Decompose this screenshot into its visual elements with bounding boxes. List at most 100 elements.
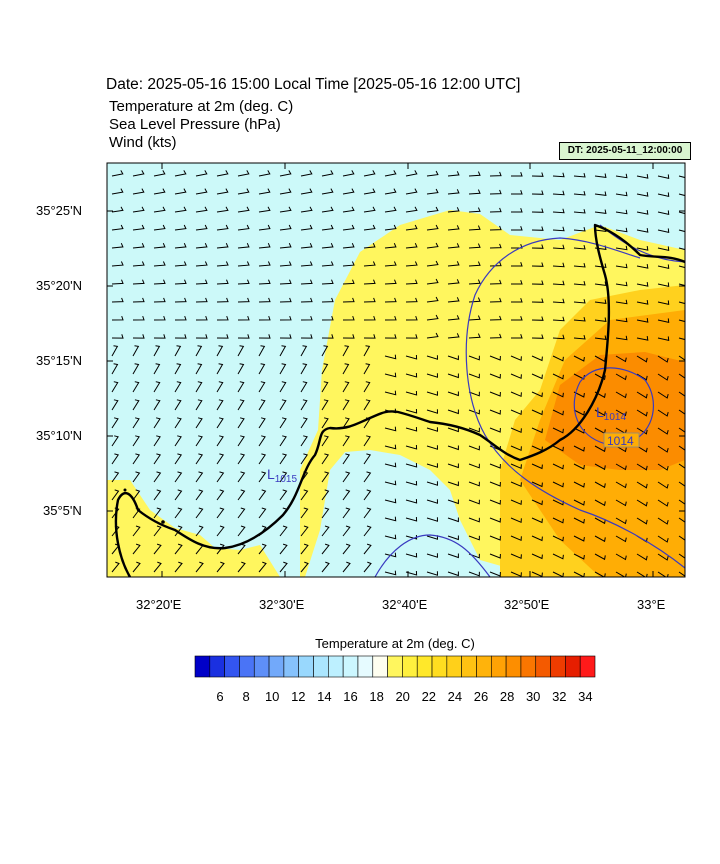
wind-barb [153, 453, 162, 465]
wind-barb [657, 517, 669, 525]
wind-barb [426, 170, 439, 177]
wind-barb [342, 188, 355, 195]
wind-barb [489, 373, 501, 379]
wind-barb [384, 552, 397, 558]
wind-barb [321, 417, 329, 429]
wind-barb [132, 417, 140, 429]
wind-barb [342, 334, 355, 339]
wind-barb [657, 391, 669, 399]
wind-barb [174, 334, 187, 339]
wind-barb [426, 571, 439, 576]
wind-barb [174, 188, 187, 195]
wind-barb [384, 206, 397, 213]
wind-barb [132, 297, 145, 303]
wind-barb [258, 279, 271, 285]
wind-barb [615, 481, 627, 489]
wind-barb [426, 373, 439, 378]
wind-barb [636, 373, 648, 381]
wind-barb [258, 543, 267, 555]
wind-barb [468, 463, 480, 469]
wind-barb [489, 225, 502, 231]
wind-barb [237, 489, 246, 501]
wind-barb [552, 481, 564, 488]
wind-barb [426, 188, 439, 195]
wind-barb [216, 417, 224, 429]
wind-barb [153, 243, 166, 249]
wind-barb [405, 462, 418, 468]
wind-barb [111, 261, 124, 267]
wind-barb [363, 297, 376, 303]
colorbar-swatch [416, 655, 433, 678]
colorbar-label: 18 [369, 689, 384, 704]
wind-barb [489, 315, 502, 321]
wind-barb [552, 391, 564, 398]
wind-barb [426, 427, 439, 432]
wind-barb [594, 173, 607, 178]
wind-barb [195, 471, 204, 483]
wind-barb [636, 355, 648, 363]
wind-barb [511, 226, 523, 231]
wind-barb [342, 243, 355, 249]
wind-barb [594, 517, 606, 525]
lon-label: 32°20'E [136, 597, 182, 612]
wind-barb [195, 561, 204, 573]
wind-barb [111, 489, 120, 501]
wind-barb [657, 535, 669, 543]
wind-barb [510, 535, 522, 542]
wind-barb [111, 224, 124, 231]
wind-barb [573, 463, 585, 470]
wind-barb [615, 445, 627, 453]
colorbar-swatch [194, 655, 211, 678]
colorbar-label: 34 [578, 689, 593, 704]
wind-barb [300, 435, 308, 447]
wind-barb [510, 571, 522, 577]
lon-ticks [161, 163, 654, 577]
colorbar-label: 10 [264, 689, 280, 704]
wind-barb [216, 471, 225, 483]
wind-barb [216, 334, 229, 339]
wind-barb [657, 246, 670, 252]
wind-barb [111, 399, 119, 411]
wind-barb [258, 489, 267, 501]
wind-barb [342, 525, 351, 537]
wind-barb [636, 391, 648, 399]
wind-barb [111, 453, 120, 465]
wind-barb [195, 453, 204, 465]
wind-barb [258, 471, 267, 483]
wind-barb [258, 261, 271, 267]
wind-barb [321, 345, 329, 357]
wind-barb [237, 561, 246, 573]
wind-barb [405, 570, 418, 576]
wind-barb [615, 209, 628, 215]
wind-barb [153, 261, 166, 267]
wind-barb [237, 453, 246, 465]
wind-barb [279, 363, 287, 375]
wind-barb [594, 299, 607, 304]
wind-barb [594, 553, 606, 561]
wind-barb [552, 553, 564, 560]
wind-barb [216, 363, 224, 375]
wind-barb [342, 315, 355, 321]
wind-barb [657, 228, 670, 234]
wind-barb [636, 318, 649, 323]
wind-barb [447, 355, 459, 361]
wind-barb [657, 553, 669, 561]
wind-barb [573, 409, 585, 416]
colorbar-swatch [579, 655, 596, 678]
wind-barb [363, 525, 372, 537]
colorbar-label: 30 [525, 689, 541, 704]
wind-barb [237, 279, 250, 285]
wind-barb [237, 334, 250, 339]
wind-barb [426, 409, 439, 414]
wind-barb [615, 355, 627, 363]
wind-barb [132, 543, 141, 555]
wind-barb [321, 315, 334, 321]
wind-barb [531, 190, 544, 195]
wind-barb [195, 334, 208, 339]
colorbar-swatch [387, 655, 403, 678]
wind-barb [615, 409, 627, 417]
wind-barb [279, 297, 292, 303]
wind-barb [405, 334, 418, 339]
wind-barb [195, 261, 208, 267]
colorbar-label: 12 [291, 689, 306, 704]
